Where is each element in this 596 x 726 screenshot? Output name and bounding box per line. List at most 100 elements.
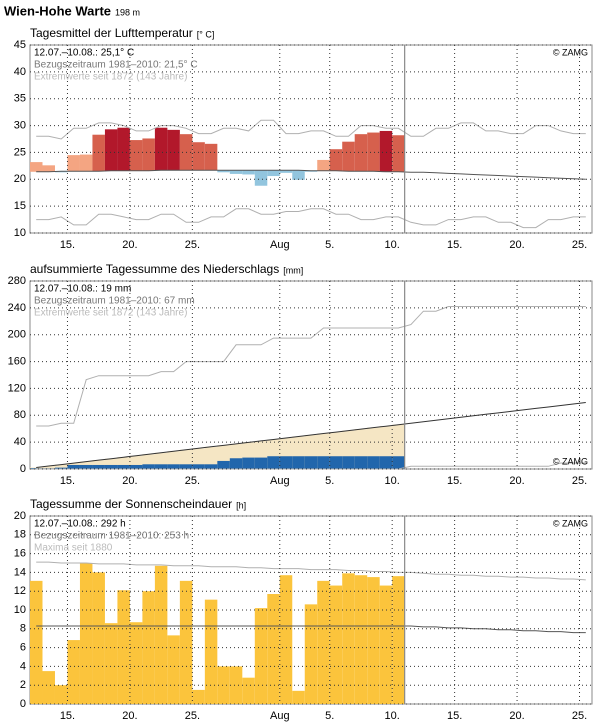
bar: [67, 640, 80, 704]
bar: [204, 143, 218, 171]
bar: [342, 141, 355, 172]
bar: [379, 456, 393, 469]
y-tick-label: 120: [8, 382, 26, 394]
y-tick-label: 20: [14, 173, 26, 185]
panel: Tagesmittel der Lufttemperatur [° C] 10 15 2…: [14, 26, 593, 251]
bar: [179, 464, 193, 469]
bar: [229, 458, 243, 469]
y-tick-label: 25: [14, 146, 26, 158]
bar: [204, 464, 218, 469]
bar: [367, 456, 380, 469]
bar: [104, 129, 118, 171]
bar: [167, 129, 180, 171]
bar: [217, 170, 230, 173]
y-tick-label: 280: [8, 275, 26, 287]
y-tick-label: 16: [14, 548, 26, 560]
y-tick-label: 10: [14, 604, 26, 616]
bar: [379, 585, 393, 704]
bar: [154, 464, 168, 469]
marks: [30, 119, 586, 229]
series-line: [36, 561, 586, 581]
bar: [92, 464, 105, 469]
x-tick-label: 25.: [572, 710, 587, 722]
panel: aufsummierte Tagessumme des Niederschlag…: [8, 262, 593, 487]
marks: [30, 306, 586, 470]
legend-entry: 12.07.–10.08.: 292 h: [34, 519, 126, 530]
y-tick-label: 240: [8, 302, 26, 314]
bar: [129, 464, 143, 469]
panel-title: Tagessumme der Sonnenscheindauer: [30, 497, 232, 511]
legend-entry: Bezugszeitraum 1981–2010: 21,5° C: [34, 60, 198, 71]
bar: [54, 171, 68, 173]
x-tick-label: 20.: [509, 710, 524, 722]
y-tick-label: 2: [20, 679, 26, 691]
y-tick-label: 10: [14, 227, 26, 239]
series-line: [36, 119, 586, 140]
bar: [292, 690, 305, 704]
y-tick-label: 4: [20, 660, 26, 672]
bar: [267, 456, 280, 469]
y-tick-label: 200: [8, 329, 26, 341]
x-tick-label: 10.: [385, 710, 400, 722]
bar: [342, 573, 355, 704]
bar: [242, 677, 255, 704]
bar: [117, 590, 130, 704]
x-tick-label: 20.: [122, 475, 137, 487]
panel-title: aufsummierte Tagessumme des Niederschlag…: [30, 262, 279, 276]
credit: © ZAMG: [553, 456, 588, 466]
x-tick-label: 15.: [60, 239, 75, 251]
y-tick-label: 12: [14, 585, 26, 597]
bar: [354, 134, 368, 172]
bar: [129, 140, 143, 171]
series-line: [36, 169, 586, 180]
bar: [192, 464, 205, 469]
bar: [217, 460, 230, 469]
x-tick-label: 5.: [325, 710, 334, 722]
bar: [279, 170, 293, 173]
legend-entry: Bezugszeitraum 1981–2010: 253 h: [34, 531, 189, 542]
y-tick-label: 20: [14, 510, 26, 522]
bar: [317, 159, 330, 171]
bar: [317, 580, 330, 704]
bar: [392, 576, 405, 704]
bar: [30, 580, 43, 704]
y-tick-label: 6: [20, 642, 26, 654]
bar: [42, 165, 55, 172]
bar: [279, 456, 293, 469]
bar: [392, 135, 405, 172]
x-tick-label: 15.: [60, 475, 75, 487]
bar: [142, 138, 155, 171]
credit: © ZAMG: [553, 518, 588, 528]
y-tick-label: 14: [14, 566, 26, 578]
series-line: [36, 625, 586, 634]
y-tick-label: 40: [14, 436, 26, 448]
legend-entry: Maxima seit 1880: [34, 543, 113, 554]
x-tick-label: 25.: [185, 475, 200, 487]
x-tick-label: Aug: [270, 710, 290, 722]
x-tick-label: 15.: [447, 475, 462, 487]
bar: [154, 565, 168, 704]
bar: [204, 599, 218, 704]
bar: [104, 464, 118, 469]
x-tick-label: 20.: [122, 710, 137, 722]
bar: [329, 149, 343, 171]
legend-entry: 12.07.–10.08.: 19 mm: [34, 284, 131, 295]
legend-entry: Extremwerte seit 1872 (143 Jahre): [34, 72, 187, 83]
y-tick-label: 40: [14, 66, 26, 78]
x-tick-label: 20.: [509, 475, 524, 487]
bar: [392, 456, 405, 469]
bar: [267, 594, 280, 704]
bar: [304, 604, 318, 704]
bar: [142, 591, 155, 704]
bar: [67, 155, 80, 172]
y-tick-label: 80: [14, 409, 26, 421]
bar: [329, 456, 343, 469]
series-line: [36, 402, 586, 468]
y-tick-label: 30: [14, 119, 26, 131]
y-tick-label: 160: [8, 355, 26, 367]
bar: [79, 563, 93, 704]
bar: [154, 127, 168, 171]
bar: [79, 154, 93, 172]
